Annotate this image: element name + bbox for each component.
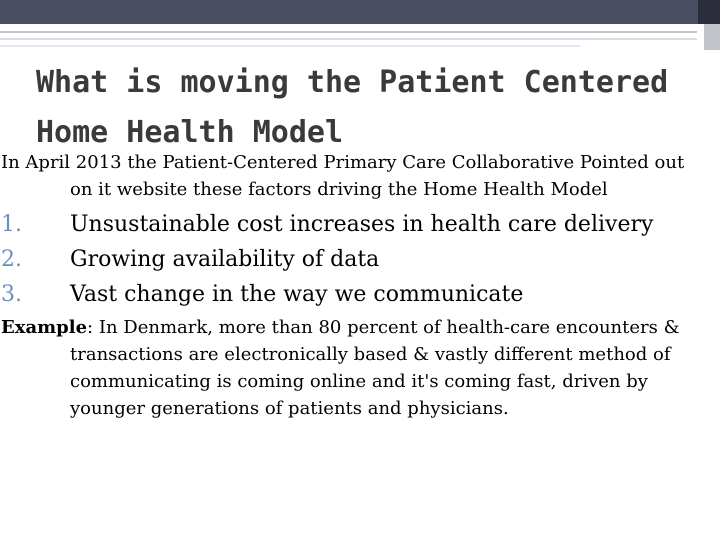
list-number: 3. bbox=[1, 282, 22, 307]
decorative-line bbox=[0, 31, 697, 33]
list-item-text: Unsustainable cost increases in health c… bbox=[70, 212, 654, 237]
list-item: 2. Growing availability of data bbox=[0, 244, 705, 275]
intro-paragraph: In April 2013 the Patient-Centered Prima… bbox=[1, 152, 685, 200]
list-number: 2. bbox=[1, 247, 22, 272]
list-item-text: Growing availability of data bbox=[70, 247, 380, 272]
decorative-line bbox=[0, 38, 697, 40]
factors-list: 1. Unsustainable cost increases in healt… bbox=[0, 209, 705, 310]
slide-title: What is moving the Patient Centered Home… bbox=[36, 65, 669, 150]
decorative-ribbon-end bbox=[704, 24, 720, 50]
decorative-line bbox=[0, 45, 580, 47]
example-text: In Denmark, more than 80 percent of heal… bbox=[70, 317, 680, 419]
example-paragraph: Example: In Denmark, more than 80 percen… bbox=[0, 314, 705, 422]
list-item: 3. Vast change in the way we communicate bbox=[0, 279, 705, 310]
example-separator: : bbox=[87, 317, 94, 338]
header-bar-accent bbox=[698, 0, 720, 24]
list-item: 1. Unsustainable cost increases in healt… bbox=[0, 209, 705, 240]
list-number: 1. bbox=[1, 212, 22, 237]
header-bar bbox=[0, 0, 720, 24]
example-label: Example bbox=[1, 317, 88, 338]
list-item-text: Vast change in the way we communicate bbox=[70, 282, 524, 307]
slide-body: In April 2013 the Patient-Centered Prima… bbox=[0, 149, 705, 422]
